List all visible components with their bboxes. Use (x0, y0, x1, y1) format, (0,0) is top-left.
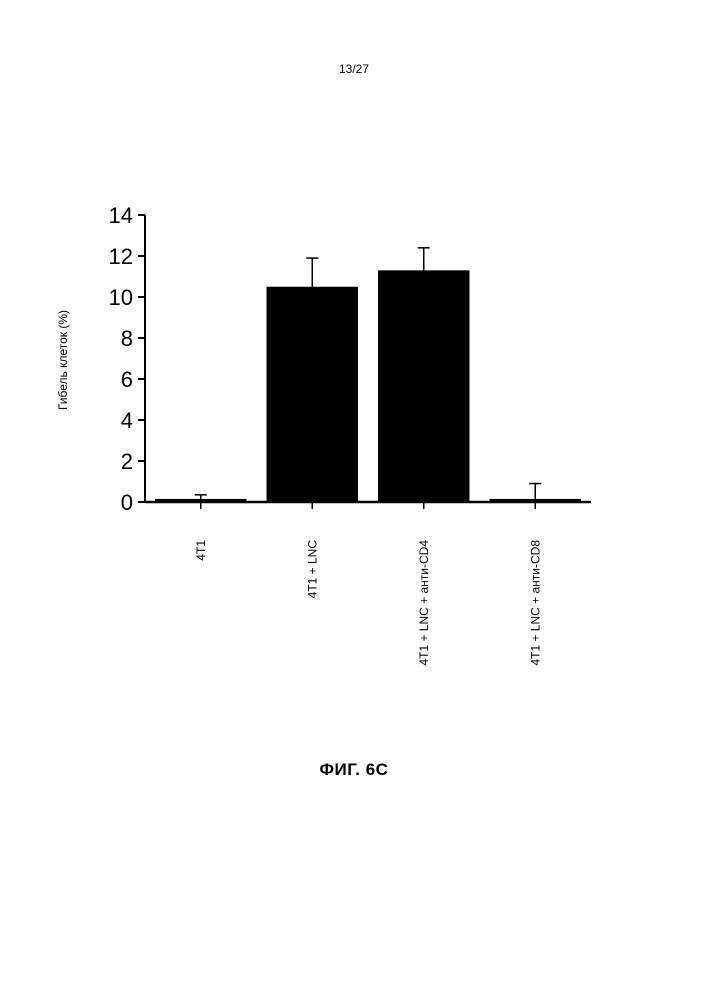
y-tick-label: 6 (121, 367, 133, 392)
error-bars (195, 248, 542, 499)
bar (155, 499, 246, 502)
y-tick-label: 10 (109, 285, 133, 310)
y-tick-label: 8 (121, 326, 133, 351)
figure-caption: ФИГ. 6С (0, 760, 708, 780)
x-tick-label: 4T1 (194, 540, 208, 561)
y-ticks: 0 2 4 6 8 10 12 14 (109, 203, 145, 515)
x-tick-label: 4T1 + LNC (305, 540, 319, 599)
y-axis-label: Гибель клеток (%) (56, 310, 70, 410)
bar (490, 499, 581, 502)
x-tick-label: 4T1 + LNC + анти-CD8 (528, 540, 542, 666)
y-tick-label: 0 (121, 490, 133, 515)
y-tick-label: 4 (121, 408, 133, 433)
y-tick-label: 14 (109, 203, 133, 228)
x-tick-label: 4T1 + LNC + анти-CD4 (417, 540, 431, 666)
y-tick-label: 12 (109, 244, 133, 269)
bars (155, 270, 581, 502)
bar-chart: 0 2 4 6 8 10 12 14 4T1 4T1 + LNC 4T1 + LNC + анти… (0, 0, 708, 700)
bar (267, 287, 358, 502)
y-tick-label: 2 (121, 449, 133, 474)
x-axis (145, 502, 591, 509)
bar (378, 270, 469, 502)
x-tick-labels: 4T1 4T1 + LNC 4T1 + LNC + анти-CD4 4T1 + LN… (194, 540, 543, 666)
